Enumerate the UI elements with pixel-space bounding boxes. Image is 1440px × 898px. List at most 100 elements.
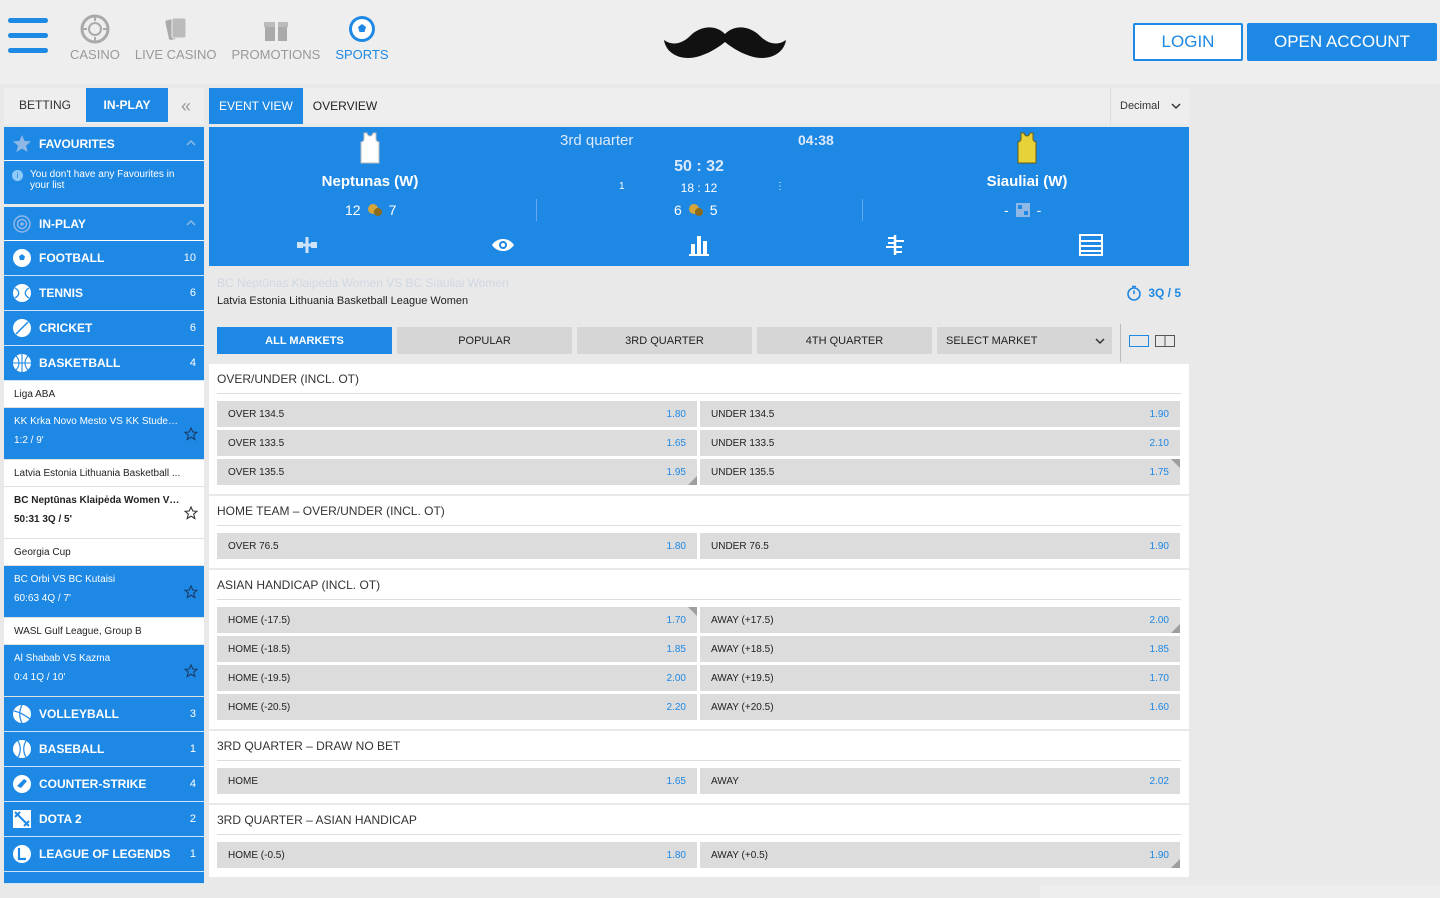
- sidebar-item-counter-strike[interactable]: COUNTER-STRIKE 4: [4, 767, 204, 802]
- nav-sports[interactable]: SPORTS: [335, 14, 389, 62]
- court-view-icon[interactable]: [294, 232, 320, 258]
- event-item-selected[interactable]: BC Neptūnas Klaipėda Women VS B... 50:31…: [4, 487, 204, 539]
- sidebar-item-dota2[interactable]: DOTA 2 2: [4, 802, 204, 837]
- event-score: 1:2 / 9': [14, 435, 44, 446]
- qr-icon: [1015, 203, 1030, 217]
- market-filters: ALL MARKETS POPULAR 3RD QUARTER 4TH QUAR…: [209, 324, 1189, 362]
- odds-button[interactable]: UNDER 76.5 1.90: [700, 533, 1180, 559]
- period-label: 3rd quarter: [560, 132, 634, 149]
- odds-button[interactable]: HOME (-20.5) 2.20: [217, 694, 697, 720]
- selection-label: HOME (-17.5): [228, 614, 291, 626]
- odds-button[interactable]: UNDER 133.5 2.10: [700, 430, 1180, 456]
- odds-button[interactable]: OVER 135.5 1.95: [217, 459, 697, 485]
- stat-value: -: [1004, 202, 1009, 218]
- odds-format-value: Decimal: [1120, 100, 1160, 112]
- tab-overview[interactable]: OVERVIEW: [312, 99, 378, 113]
- open-account-button[interactable]: OPEN ACCOUNT: [1247, 23, 1437, 61]
- inplay-header[interactable]: IN-PLAY: [4, 207, 204, 241]
- login-button[interactable]: LOGIN: [1133, 23, 1243, 61]
- collapse-sidebar-icon[interactable]: «: [180, 95, 191, 116]
- market-section: 3RD QUARTER – ASIAN HANDICAP HOME (-0.5) 1…: [209, 803, 1189, 877]
- market-title: 3RD QUARTER – DRAW NO BET: [217, 731, 1181, 761]
- nav-casino[interactable]: CASINO: [70, 14, 120, 62]
- league-item[interactable]: Liga ABA: [4, 381, 204, 408]
- tab-betting[interactable]: BETTING: [18, 98, 71, 112]
- league-item[interactable]: WASL Gulf League, Group B: [4, 618, 204, 645]
- tab-event-view[interactable]: EVENT VIEW: [209, 88, 303, 124]
- event-teams: BC Neptūnas Klaipėda Women VS B...: [14, 495, 180, 506]
- mustache-logo-icon[interactable]: [660, 20, 790, 64]
- sidebar-item-basketball[interactable]: BASKETBALL 4: [4, 346, 204, 381]
- odds-button[interactable]: HOME (-17.5) 1.70: [217, 607, 697, 633]
- sidebar-item-more[interactable]: [4, 872, 204, 884]
- menu-burger-icon[interactable]: [8, 18, 48, 62]
- odds-button[interactable]: AWAY (+19.5) 1.70: [700, 665, 1180, 691]
- stats-bar-icon[interactable]: [686, 232, 712, 258]
- sidebar-item-volleyball[interactable]: VOLLEYBALL 3: [4, 697, 204, 732]
- odds-button[interactable]: UNDER 134.5 1.90: [700, 401, 1180, 427]
- filter-popular[interactable]: POPULAR: [397, 327, 572, 354]
- odds-button[interactable]: AWAY (+20.5) 1.60: [700, 694, 1180, 720]
- odds-button[interactable]: OVER 134.5 1.80: [217, 401, 697, 427]
- stopwatch-icon: [1127, 285, 1142, 301]
- league-item[interactable]: Georgia Cup: [4, 539, 204, 566]
- sport-count: 10: [183, 252, 196, 264]
- football-icon: [13, 249, 31, 267]
- sidebar-item-league-of-legends[interactable]: LEAGUE OF LEGENDS 1: [4, 837, 204, 872]
- eye-icon[interactable]: [490, 232, 516, 258]
- odds-value: 1.80: [666, 408, 686, 420]
- selection-label: AWAY (+18.5): [711, 643, 774, 655]
- star-outline-icon[interactable]: [184, 427, 198, 441]
- odds-button[interactable]: HOME (-19.5) 2.00: [217, 665, 697, 691]
- sidebar-item-cricket[interactable]: CRICKET 6: [4, 311, 204, 346]
- sport-count: 4: [189, 778, 196, 790]
- odds-button[interactable]: HOME 1.65: [217, 768, 697, 794]
- tab-inplay[interactable]: IN-PLAY: [86, 88, 168, 122]
- odds-button[interactable]: OVER 76.5 1.80: [217, 533, 697, 559]
- odds-button[interactable]: AWAY (+0.5) 1.90: [700, 842, 1180, 868]
- sport-count: 3: [189, 708, 196, 720]
- filter-3rd-quarter[interactable]: 3RD QUARTER: [577, 327, 752, 354]
- sport-count: 2: [189, 813, 196, 825]
- event-item[interactable]: KK Krka Novo Mesto VS KK Student... 1:2 …: [4, 408, 204, 460]
- selection-label: UNDER 134.5: [711, 408, 775, 420]
- event-item[interactable]: Al Shabab VS Kazma 0:4 1Q / 10': [4, 645, 204, 697]
- chevron-up-icon: [186, 139, 196, 146]
- home-stats: 12 7: [345, 202, 396, 218]
- filter-all-markets[interactable]: ALL MARKETS: [217, 327, 392, 354]
- lineup-icon[interactable]: [882, 232, 908, 258]
- select-market-dropdown[interactable]: SELECT MARKET: [937, 327, 1112, 354]
- odds-button[interactable]: AWAY (+17.5) 2.00: [700, 607, 1180, 633]
- odds-format-select[interactable]: Decimal: [1110, 88, 1189, 124]
- two-column-view-icon[interactable]: [1155, 335, 1175, 347]
- odds-button[interactable]: AWAY 2.02: [700, 768, 1180, 794]
- odds-button[interactable]: UNDER 135.5 1.75: [700, 459, 1180, 485]
- event-league: Latvia Estonia Lithuania Basketball Leag…: [217, 295, 469, 307]
- single-column-view-icon[interactable]: [1129, 335, 1149, 347]
- stat-value: 7: [388, 202, 397, 218]
- league-item[interactable]: Latvia Estonia Lithuania Basketball ...: [4, 460, 204, 487]
- star-outline-icon[interactable]: [184, 506, 198, 520]
- event-title[interactable]: BC Neptūnas Klaipėda Women VS BC Siaulia…: [217, 276, 509, 290]
- casino-chip-icon: [80, 14, 110, 44]
- sidebar-item-tennis[interactable]: TENNIS 6: [4, 276, 204, 311]
- market-title: ASIAN HANDICAP (INCL. OT): [217, 570, 1181, 600]
- volleyball-icon: [13, 704, 31, 724]
- event-teams: Al Shabab VS Kazma: [14, 653, 111, 664]
- nav-live-casino[interactable]: LIVE CASINO: [135, 14, 216, 62]
- star-outline-icon[interactable]: [184, 664, 198, 678]
- odds-button[interactable]: HOME (-0.5) 1.80: [217, 842, 697, 868]
- selection-label: AWAY: [711, 775, 739, 787]
- sidebar-item-football[interactable]: FOOTBALL 10: [4, 241, 204, 276]
- odds-button[interactable]: HOME (-18.5) 1.85: [217, 636, 697, 662]
- favourites-header[interactable]: FAVOURITES: [4, 127, 204, 161]
- list-icon[interactable]: [1078, 232, 1104, 258]
- odds-value: 1.80: [666, 540, 686, 552]
- nav-promotions[interactable]: PROMOTIONS: [231, 14, 320, 62]
- odds-button[interactable]: AWAY (+18.5) 1.85: [700, 636, 1180, 662]
- event-item[interactable]: BC Orbi VS BC Kutaisi 60:63 4Q / 7': [4, 566, 204, 618]
- filter-4th-quarter[interactable]: 4TH QUARTER: [757, 327, 932, 354]
- odds-button[interactable]: OVER 133.5 1.65: [217, 430, 697, 456]
- star-outline-icon[interactable]: [184, 585, 198, 599]
- sidebar-item-baseball[interactable]: BASEBALL 1: [4, 732, 204, 767]
